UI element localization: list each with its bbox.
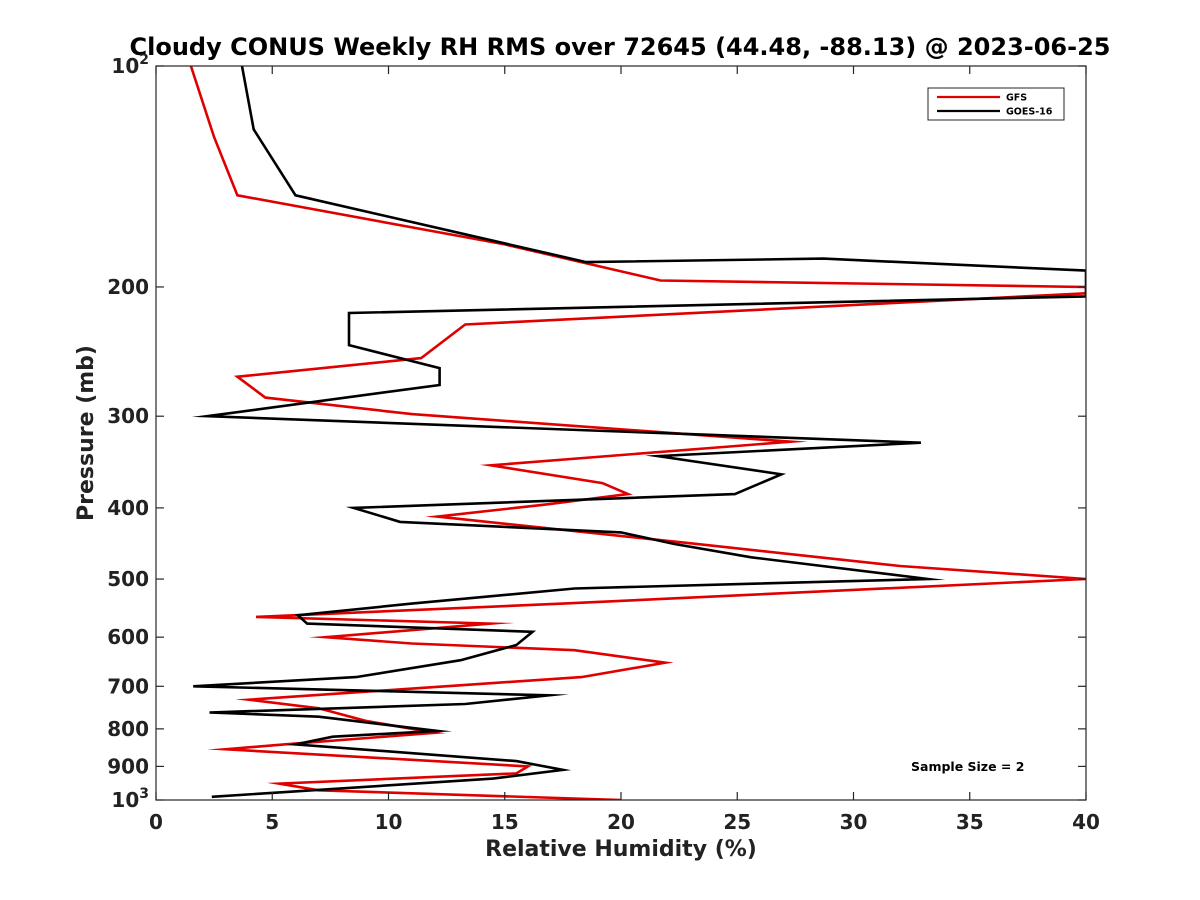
x-tick-label: 25 [723, 810, 751, 834]
y-tick-label: 102 [111, 52, 149, 78]
sample-size-annotation: Sample Size = 2 [911, 759, 1024, 774]
chart-title: Cloudy CONUS Weekly RH RMS over 72645 (4… [130, 33, 1111, 61]
x-tick-label: 10 [375, 810, 403, 834]
legend-label-goes16: GOES-16 [1006, 107, 1053, 118]
y-tick-label: 200 [107, 275, 149, 299]
x-tick-label: 5 [265, 810, 279, 834]
y-axis-ticks: 102 200 300 400 500 600 700 800 900 103 [107, 52, 1086, 812]
y-tick-label: 900 [107, 754, 149, 778]
y-tick-label: 600 [107, 625, 149, 649]
series-line-goes16 [191, 66, 1086, 799]
series-line-gfs [189, 66, 1086, 800]
y-tick-label: 300 [107, 404, 149, 428]
x-tick-label: 20 [607, 810, 635, 834]
y-tick-label: 400 [107, 496, 149, 520]
x-tick-label: 15 [491, 810, 519, 834]
x-axis-label: Relative Humidity (%) [485, 837, 757, 862]
x-tick-label: 30 [840, 810, 868, 834]
y-tick-label: 700 [107, 674, 149, 698]
y-axis-label: Pressure (mb) [74, 345, 99, 521]
series-layer [189, 66, 1086, 800]
x-tick-label: 40 [1072, 810, 1100, 834]
y-tick-label: 800 [107, 717, 149, 741]
legend-label-gfs: GFS [1006, 93, 1027, 104]
x-tick-label: 0 [149, 810, 163, 834]
x-tick-label: 35 [956, 810, 984, 834]
y-tick-label: 500 [107, 567, 149, 591]
y-tick-label: 103 [111, 786, 149, 812]
legend-box [927, 87, 1065, 121]
x-axis-ticks: 0 5 10 15 20 25 30 35 40 [149, 66, 1100, 834]
legend: GFS GOES-16 [927, 87, 1065, 121]
